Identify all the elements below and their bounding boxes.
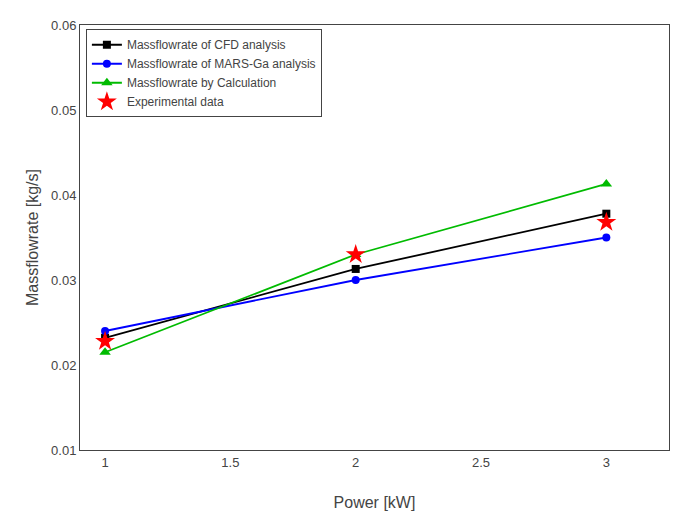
svg-text:Power [kW]: Power [kW] [334, 494, 416, 511]
svg-text:Massflowrate of MARS-Ga analys: Massflowrate of MARS-Ga analysis [127, 57, 316, 71]
svg-text:Massflowrate by Calculation: Massflowrate by Calculation [127, 76, 276, 90]
svg-text:0.05: 0.05 [51, 103, 76, 118]
svg-text:0.01: 0.01 [51, 443, 76, 458]
svg-text:Massflowrate [kg/s]: Massflowrate [kg/s] [24, 169, 41, 306]
svg-text:0.02: 0.02 [51, 358, 76, 373]
svg-text:3: 3 [603, 455, 610, 470]
svg-text:0.04: 0.04 [51, 188, 76, 203]
svg-text:0.03: 0.03 [51, 273, 76, 288]
svg-text:Massflowrate of CFD analysis: Massflowrate of CFD analysis [127, 38, 286, 52]
svg-text:1: 1 [101, 455, 108, 470]
svg-text:0.06: 0.06 [51, 18, 76, 33]
svg-text:1.5: 1.5 [221, 455, 239, 470]
svg-text:2: 2 [352, 455, 359, 470]
svg-text:Experimental data: Experimental data [127, 95, 224, 109]
svg-text:2.5: 2.5 [472, 455, 490, 470]
